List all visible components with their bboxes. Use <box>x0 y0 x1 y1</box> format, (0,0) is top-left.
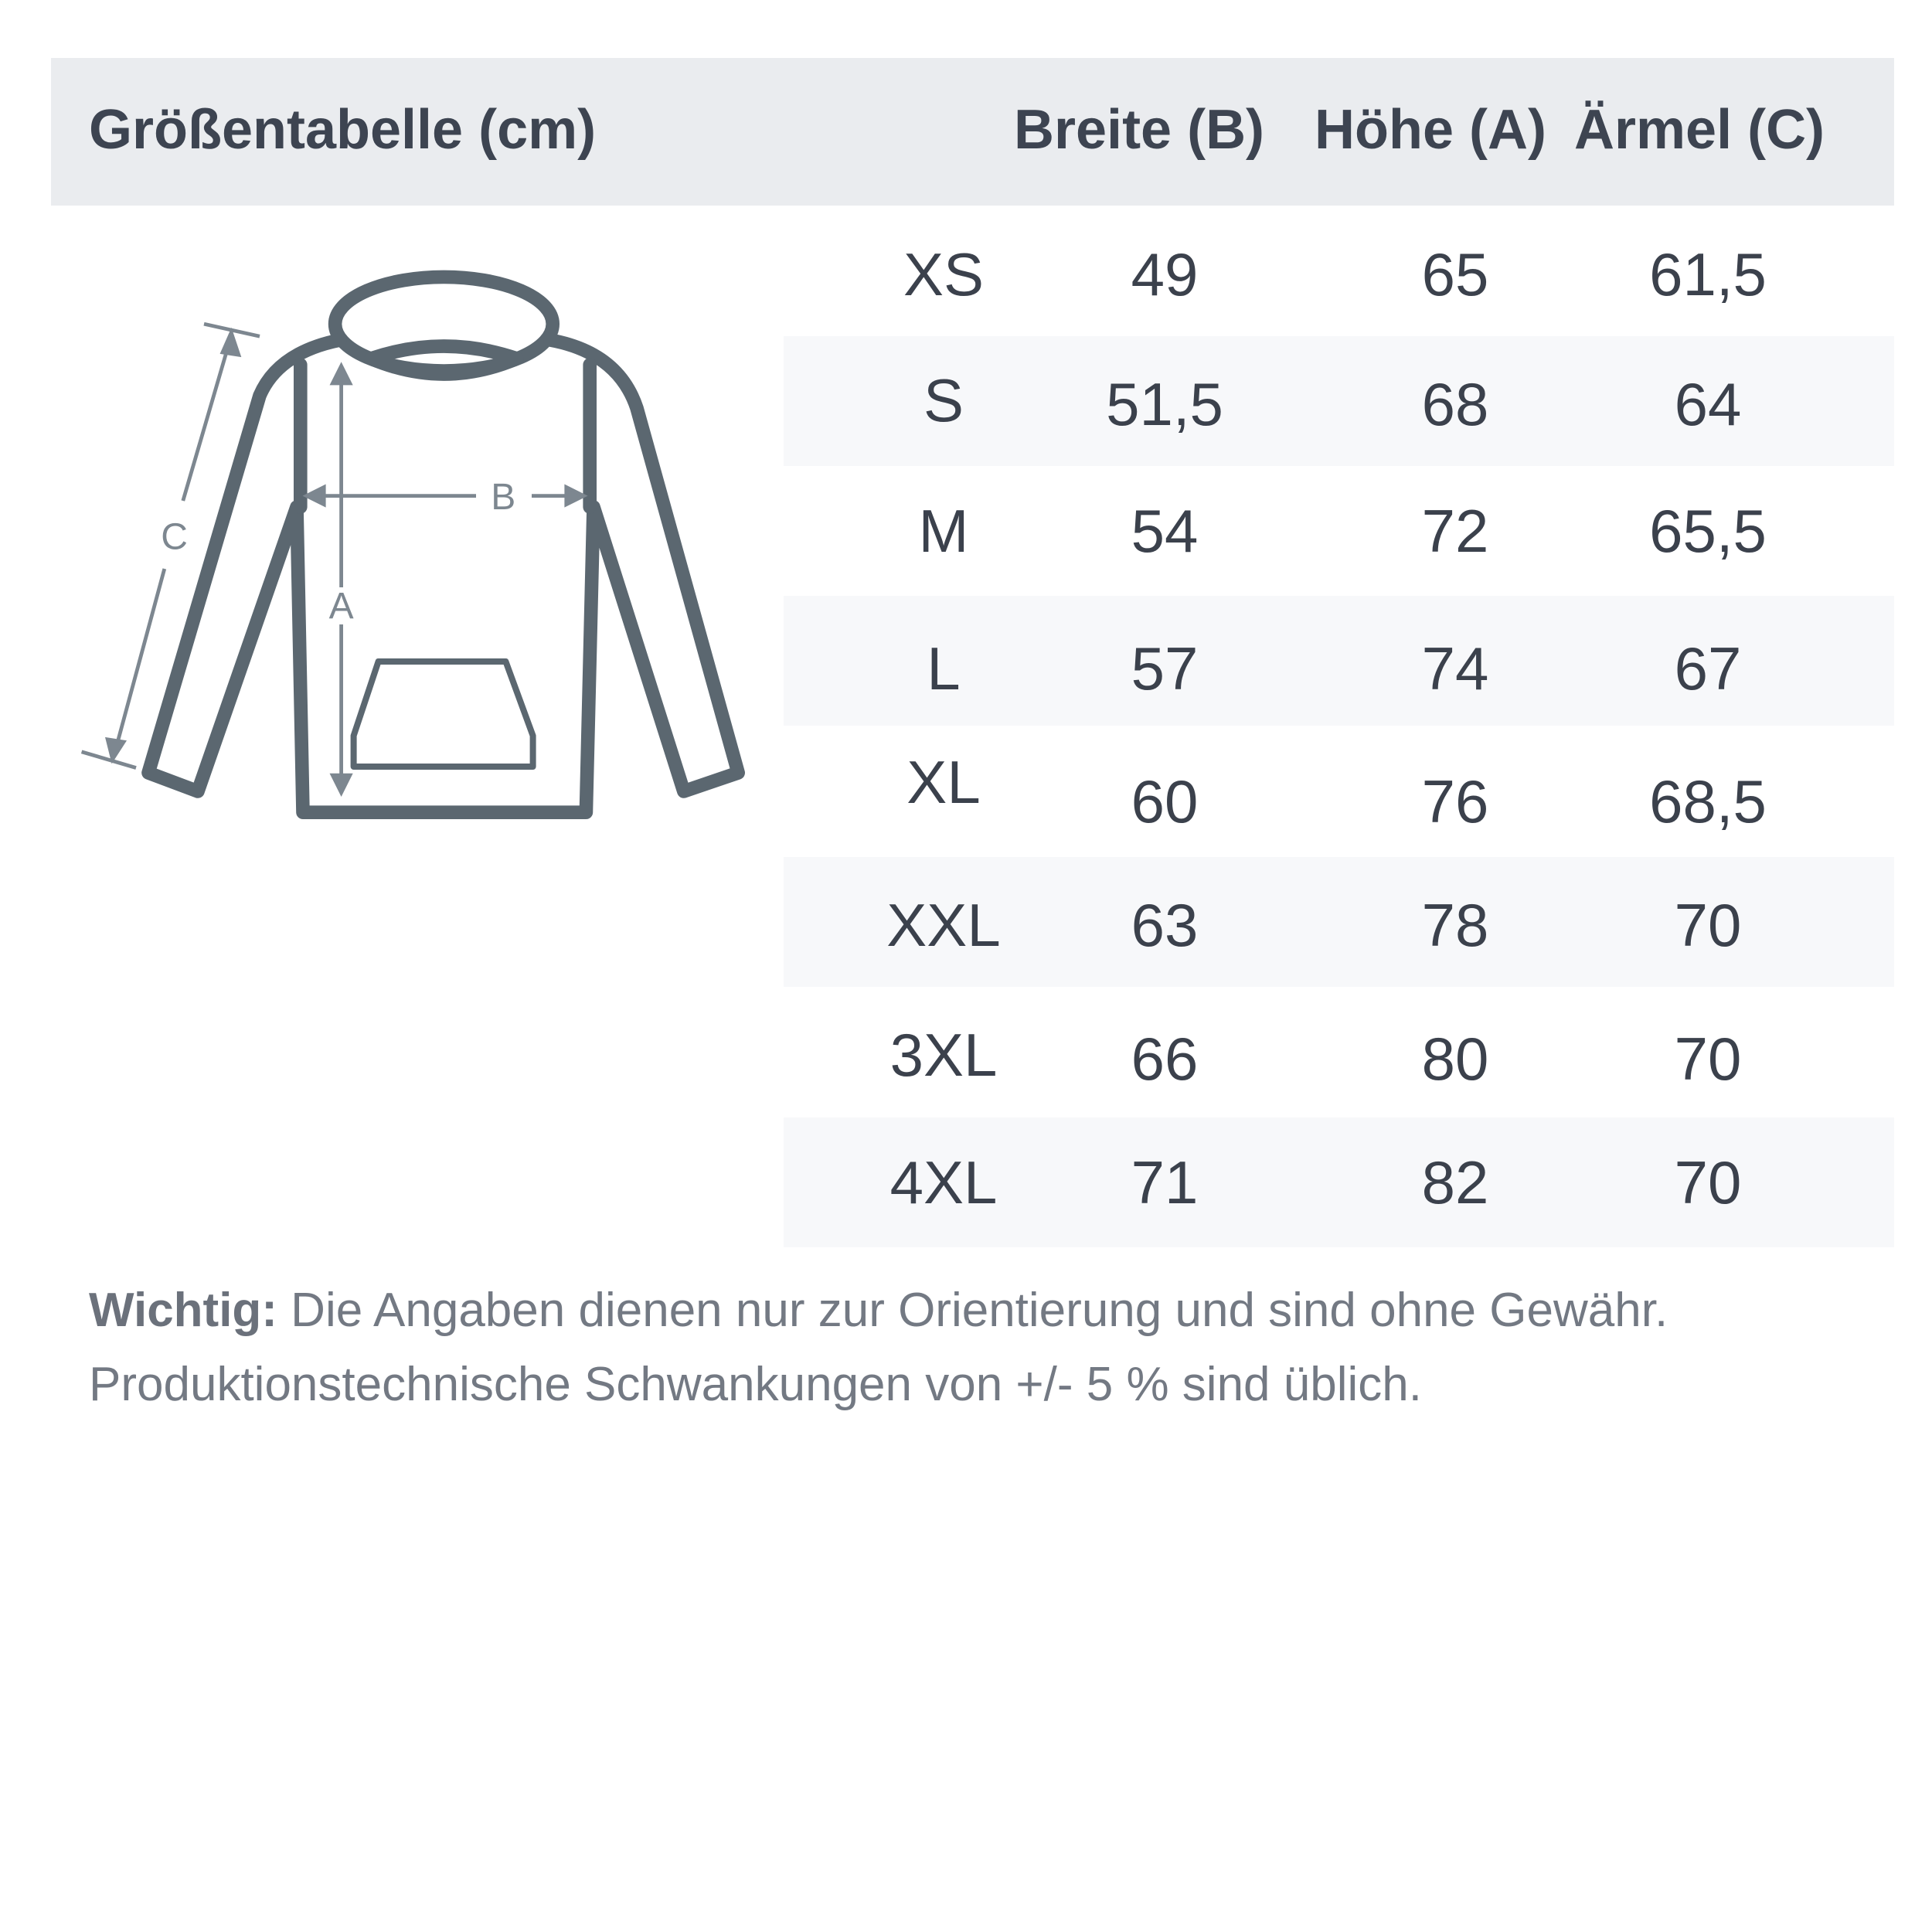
cell-a: 80 <box>1421 1025 1489 1093</box>
size-label: L <box>927 634 961 702</box>
hoodie-outline-icon <box>141 270 745 819</box>
note-label: Wichtig: <box>89 1284 277 1337</box>
cell-a: 78 <box>1421 891 1489 959</box>
table-header <box>51 58 1894 206</box>
label-c: C <box>161 516 188 557</box>
cell-c: 65,5 <box>1649 497 1767 565</box>
column-header-height: Höhe (A) <box>1315 99 1546 161</box>
cell-a: 68 <box>1421 370 1489 438</box>
label-a: A <box>329 586 354 627</box>
label-b: B <box>491 477 515 518</box>
row-stripe <box>784 1117 1894 1247</box>
row-stripe <box>784 336 1894 466</box>
cell-c: 70 <box>1674 1148 1742 1216</box>
row-stripe <box>784 596 1894 726</box>
note-line-1: Wichtig: Die Angaben dienen nur zur Orie… <box>89 1283 1668 1338</box>
size-label: M <box>918 497 969 565</box>
note-text: Die Angaben dienen nur zur Orientierung … <box>277 1284 1668 1337</box>
row-stripe <box>784 857 1894 987</box>
size-label: XXL <box>886 891 1001 959</box>
cell-b: 60 <box>1131 767 1199 835</box>
measurement-arrows-icon <box>80 321 588 797</box>
size-label: XL <box>906 748 981 816</box>
cell-a: 72 <box>1421 497 1489 565</box>
cell-c: 68,5 <box>1649 767 1767 835</box>
cell-b: 49 <box>1131 240 1199 308</box>
size-label: S <box>923 366 964 434</box>
cell-c: 67 <box>1674 634 1742 702</box>
cell-a: 65 <box>1421 240 1489 308</box>
cell-a: 76 <box>1421 767 1489 835</box>
column-header-width: Breite (B) <box>1014 99 1265 161</box>
size-label: 4XL <box>889 1148 998 1216</box>
column-header-sleeve: Ärmel (C) <box>1574 99 1825 161</box>
cell-b: 51,5 <box>1106 370 1223 438</box>
cell-b: 66 <box>1131 1025 1199 1093</box>
table-title: Größentabelle (cm) <box>89 99 597 161</box>
cell-c: 70 <box>1674 891 1742 959</box>
cell-c: 64 <box>1674 370 1742 438</box>
cell-b: 71 <box>1131 1148 1199 1216</box>
size-label: XS <box>903 240 985 308</box>
note-line-2: Produktionstechnische Schwankungen von +… <box>89 1358 1422 1411</box>
cell-b: 54 <box>1131 497 1199 565</box>
cell-a: 82 <box>1421 1148 1489 1216</box>
cell-b: 63 <box>1131 891 1199 959</box>
cell-c: 70 <box>1674 1025 1742 1093</box>
hoodie-diagram: B A C <box>80 270 745 819</box>
cell-c: 61,5 <box>1649 240 1767 308</box>
cell-b: 57 <box>1131 634 1199 702</box>
size-label: 3XL <box>889 1021 998 1089</box>
cell-a: 74 <box>1421 634 1489 702</box>
